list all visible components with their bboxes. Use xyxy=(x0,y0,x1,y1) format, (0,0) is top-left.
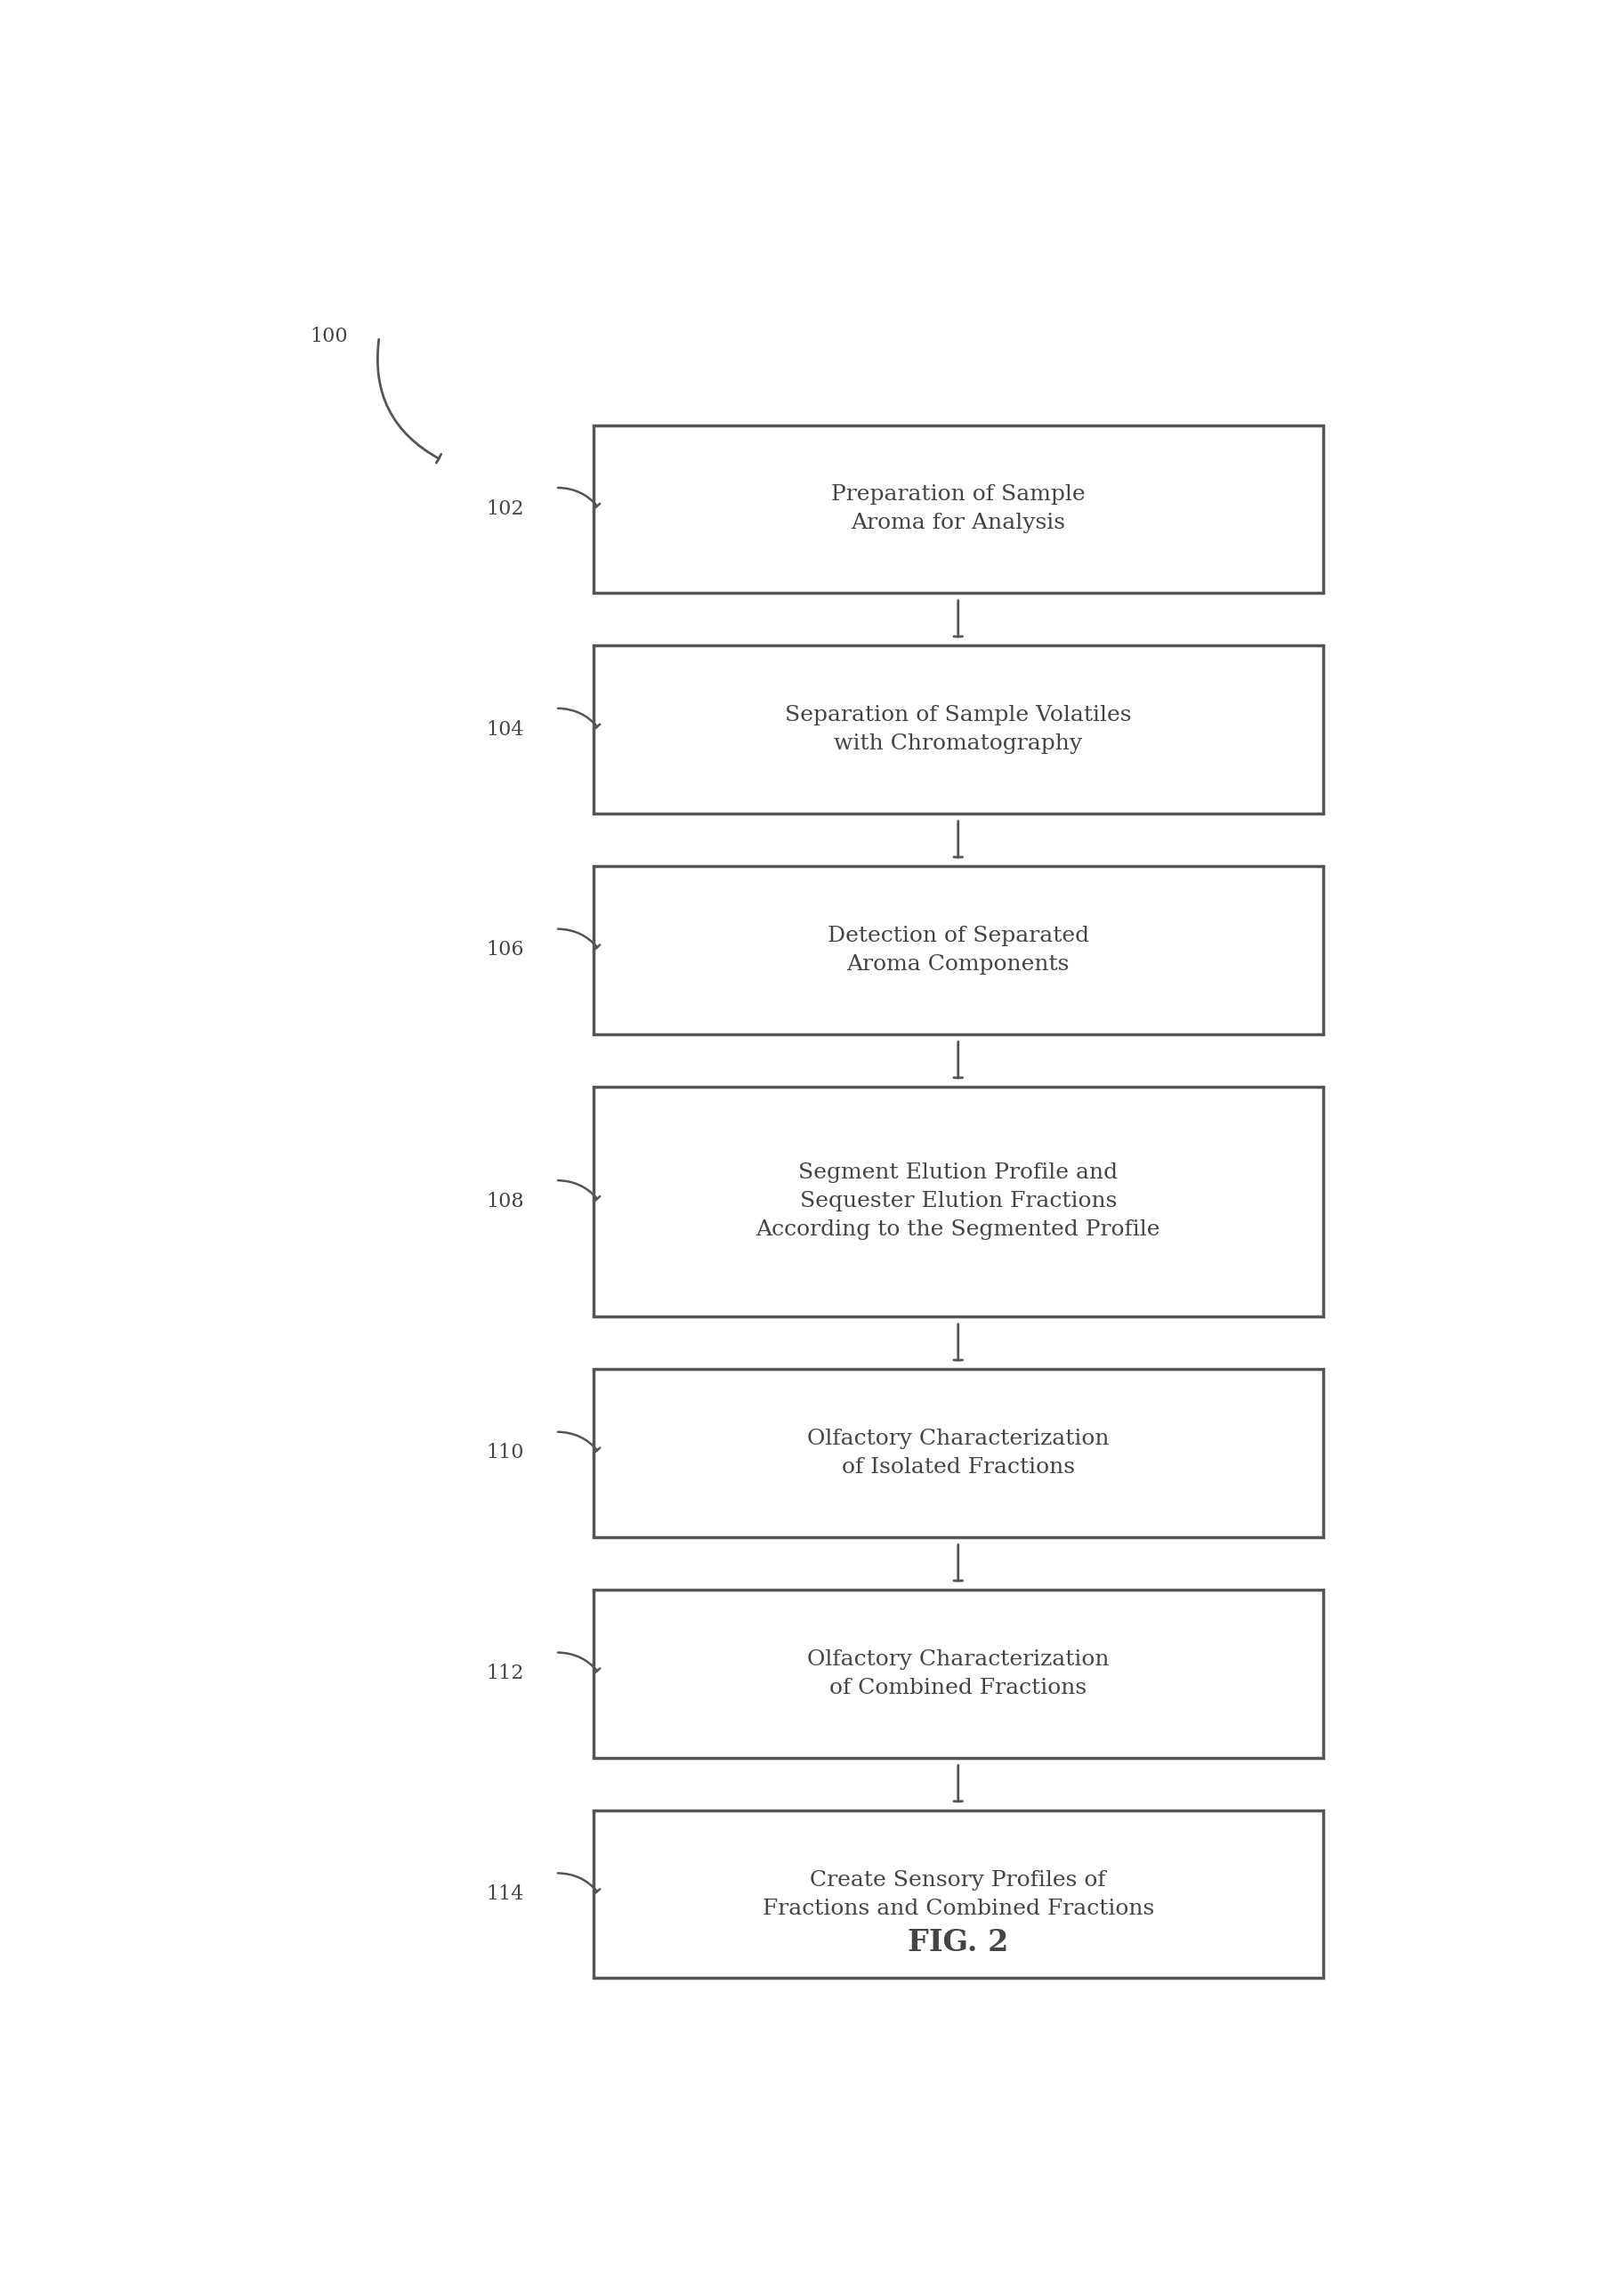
Text: 108: 108 xyxy=(486,1192,525,1212)
Bar xyxy=(593,1368,1324,1538)
Text: Olfactory Characterization
of Isolated Fractions: Olfactory Characterization of Isolated F… xyxy=(807,1428,1109,1478)
Text: 100: 100 xyxy=(310,328,348,346)
Bar xyxy=(593,424,1324,594)
Text: 104: 104 xyxy=(486,720,525,740)
Text: 112: 112 xyxy=(486,1664,525,1682)
Text: Preparation of Sample
Aroma for Analysis: Preparation of Sample Aroma for Analysis xyxy=(831,484,1085,534)
Text: Segment Elution Profile and
Sequester Elution Fractions
According to the Segment: Segment Elution Profile and Sequester El… xyxy=(755,1162,1161,1240)
Text: Separation of Sample Volatiles
with Chromatography: Separation of Sample Volatiles with Chro… xyxy=(784,706,1132,754)
Text: 106: 106 xyxy=(486,940,525,960)
Text: FIG. 2: FIG. 2 xyxy=(908,1928,1009,1957)
Text: Olfactory Characterization
of Combined Fractions: Olfactory Characterization of Combined F… xyxy=(807,1650,1109,1698)
Text: Detection of Separated
Aroma Components: Detection of Separated Aroma Components xyxy=(827,926,1090,974)
Text: 114: 114 xyxy=(486,1884,525,1905)
Bar xyxy=(593,866,1324,1034)
Bar xyxy=(593,1811,1324,1978)
Text: 110: 110 xyxy=(486,1444,525,1462)
Bar xyxy=(593,1591,1324,1758)
Bar xyxy=(593,646,1324,814)
Bar xyxy=(593,1086,1324,1316)
Text: 102: 102 xyxy=(486,500,525,518)
Text: Create Sensory Profiles of
Fractions and Combined Fractions: Create Sensory Profiles of Fractions and… xyxy=(762,1870,1155,1918)
